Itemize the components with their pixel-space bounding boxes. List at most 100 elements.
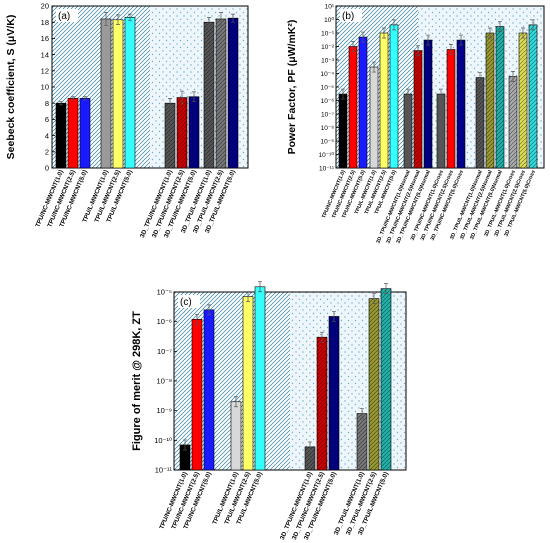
y-tick-label: 10⁻⁹: [156, 406, 172, 415]
y-tick-label: 10⁻⁷: [157, 347, 172, 356]
y-tick-label: 12: [41, 67, 49, 76]
error-bar: [382, 27, 386, 39]
bar-hatch: [369, 298, 379, 470]
error-bar: [192, 91, 196, 102]
error-bar: [384, 283, 388, 294]
bar-hatch: [424, 40, 432, 168]
error-bar: [531, 19, 535, 31]
panel-c-label: (c): [180, 297, 192, 308]
error-bar: [320, 331, 324, 343]
panel-c-label-box: [178, 295, 200, 308]
error-bar: [351, 41, 355, 52]
bar-hatch: [381, 288, 391, 470]
y-tick-label: 10¹: [325, 4, 335, 11]
error-bar: [168, 97, 172, 109]
error-bar: [183, 439, 187, 451]
bar-hatch: [329, 316, 339, 470]
bar-hatch: [476, 77, 484, 168]
bar: [446, 49, 456, 169]
bar-hatch: [204, 22, 214, 169]
error-bar: [180, 90, 184, 105]
bar: [254, 286, 266, 471]
error-bar: [360, 408, 364, 419]
error-bar: [219, 12, 223, 26]
panel-b-bars: [338, 19, 538, 169]
y-tick-label: 10⁻⁷: [321, 112, 335, 119]
bar-hatch: [529, 24, 537, 168]
error-bar: [426, 34, 430, 46]
bar: [191, 319, 203, 471]
panel-b-x-labels: TPU/NC-MWCNT(1.0)TPU/NC-MWCNT(2.5)TPU/NC…: [321, 169, 537, 245]
bar: [203, 309, 215, 471]
error-bar: [478, 72, 482, 83]
bar-hatch: [519, 33, 527, 168]
panel-b-y-axis: 10⁻¹¹ 10⁻¹⁰ 10⁻⁹ 10⁻⁸ 10⁻⁷ 10⁻⁶ 10⁻⁵ 10⁻⁴ 10⁻³ 10…: [319, 4, 339, 173]
error-bar: [195, 313, 199, 325]
panel-a-label-box: [56, 9, 78, 22]
error-bar: [372, 61, 376, 73]
panel-c-y-axis: 10⁻¹¹ 10⁻¹⁰ 10⁻⁹ 10⁻⁸ 10⁻⁷ 10⁻⁶ 10⁻⁵: [154, 288, 177, 475]
error-bar: [207, 16, 211, 28]
panel-c-x-labels: TPU/NC-MWCNT(1.0)TPU/NC-MWCNT(2.5)TPU/NC…: [158, 471, 389, 541]
bar: [403, 93, 413, 169]
panel-c: (c) Figure of merit @ 298K, ZT 10⁻¹¹10⁻¹…: [131, 281, 407, 541]
panel-a: (a) Seebeck coefficient, S (μV/K) 0 2 4 6 8 1…: [5, 2, 249, 239]
error-bar: [246, 291, 250, 302]
error-bar: [231, 13, 235, 23]
error-bar: [59, 101, 63, 106]
bar: [379, 32, 389, 169]
error-bar: [332, 311, 336, 322]
y-tick-label: 2: [45, 148, 49, 157]
bar-hatch: [189, 96, 199, 168]
error-bar: [207, 304, 211, 316]
y-tick-label: 10: [41, 83, 49, 92]
panel-a-bars: [55, 12, 239, 169]
y-tick-label: 10⁻⁸: [321, 125, 335, 132]
y-tick-label: 18: [41, 18, 49, 27]
error-bar: [308, 441, 312, 453]
error-bar: [416, 45, 420, 56]
bar-hatch: [177, 97, 187, 168]
y-tick-label: 10⁻⁶: [321, 98, 335, 105]
panel-b-label-box: [340, 9, 362, 22]
panel-a-y-axis: 0 2 4 6 8 10 12 14 16 18 20: [41, 2, 55, 173]
y-tick-label: 0: [45, 164, 49, 173]
panel-a-ylabel: Seebeck coefficient, S (μV/K): [5, 15, 17, 160]
y-tick-label: 10⁻³: [321, 58, 335, 65]
bar-hatch: [509, 76, 517, 168]
y-tick-label: 10⁻⁹: [321, 139, 335, 146]
bar: [338, 93, 348, 169]
bar-hatch: [228, 18, 238, 169]
error-bar: [439, 88, 443, 100]
y-tick-label: 10⁻²: [321, 44, 335, 51]
y-tick-label: 10⁰: [324, 16, 334, 24]
y-tick-label: 10⁻¹¹: [319, 166, 335, 173]
error-bar: [406, 88, 410, 100]
bar-hatch: [317, 337, 327, 470]
error-bar: [258, 281, 262, 293]
y-tick-label: 14: [41, 50, 49, 59]
bar: [112, 19, 124, 169]
error-bar: [521, 27, 525, 39]
bar-hatch: [486, 33, 494, 168]
bar: [79, 98, 91, 169]
y-tick-label: 16: [41, 34, 49, 43]
error-bar: [104, 12, 108, 26]
bar-hatch: [414, 50, 422, 168]
panel-b: (b) Power Factor, PF (μW/mK²) 10⁻¹¹ 10⁻¹⁰…: [286, 4, 545, 245]
y-tick-label: 10⁻¹⁰: [154, 436, 172, 445]
error-bar: [341, 88, 345, 100]
error-bar: [392, 19, 396, 31]
y-tick-label: 4: [45, 131, 49, 140]
panel-a-x-labels: TPU/NC-MWCNT(1.0)TPU/NC-MWCNT(2.5)TPU/NC…: [34, 169, 236, 239]
bar: [436, 93, 446, 169]
bar: [242, 296, 254, 471]
error-bar: [71, 96, 75, 101]
error-bar: [116, 14, 120, 25]
panel-a-label: (a): [58, 11, 70, 22]
bar: [389, 24, 399, 169]
y-tick-label: 20: [41, 2, 49, 11]
y-tick-label: 10⁻¹⁰: [319, 151, 335, 159]
panel-c-ylabel: Figure of merit @ 298K, ZT: [131, 311, 143, 451]
